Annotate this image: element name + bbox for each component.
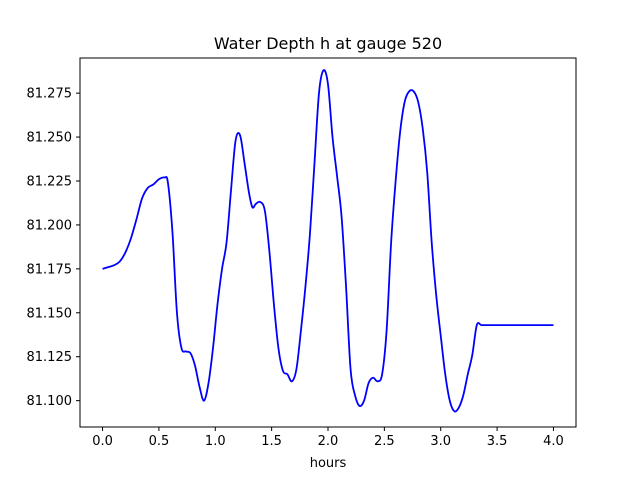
x-tick-label: 3.5 (487, 434, 508, 449)
y-tick-label: 81.125 (27, 350, 73, 365)
y-axis: 81.100 81.125 81.150 81.175 81.200 81.225 81.2… (27, 87, 80, 409)
y-tick-label: 81.150 (27, 306, 73, 321)
x-tick-label: 1.0 (205, 434, 226, 449)
x-tick-label: 1.5 (261, 434, 282, 449)
x-tick-label: 4.0 (543, 434, 564, 449)
axes-frame (79, 57, 577, 428)
y-tick-label: 81.275 (27, 87, 73, 102)
x-tick-label: 2.0 (318, 434, 339, 449)
series-line (102, 69, 554, 413)
y-tick-label: 81.225 (27, 175, 73, 190)
x-tick-label: 3.0 (430, 434, 451, 449)
plot-area (79, 57, 577, 428)
y-tick-label: 81.175 (27, 262, 73, 277)
y-tick-label: 81.250 (27, 131, 73, 146)
x-axis-label: hours (310, 456, 347, 471)
y-tick-label: 81.200 (27, 218, 73, 233)
x-axis: 0.0 0.5 1.0 1.5 2.0 2.5 3.0 3.5 4.0 (92, 427, 564, 449)
chart-title: Water Depth h at gauge 520 (214, 34, 442, 53)
y-tick-label: 81.100 (27, 394, 73, 409)
series-layer (102, 69, 554, 413)
x-tick-label: 0.5 (149, 434, 170, 449)
x-tick-label: 2.5 (374, 434, 395, 449)
x-tick-label: 0.0 (92, 434, 113, 449)
